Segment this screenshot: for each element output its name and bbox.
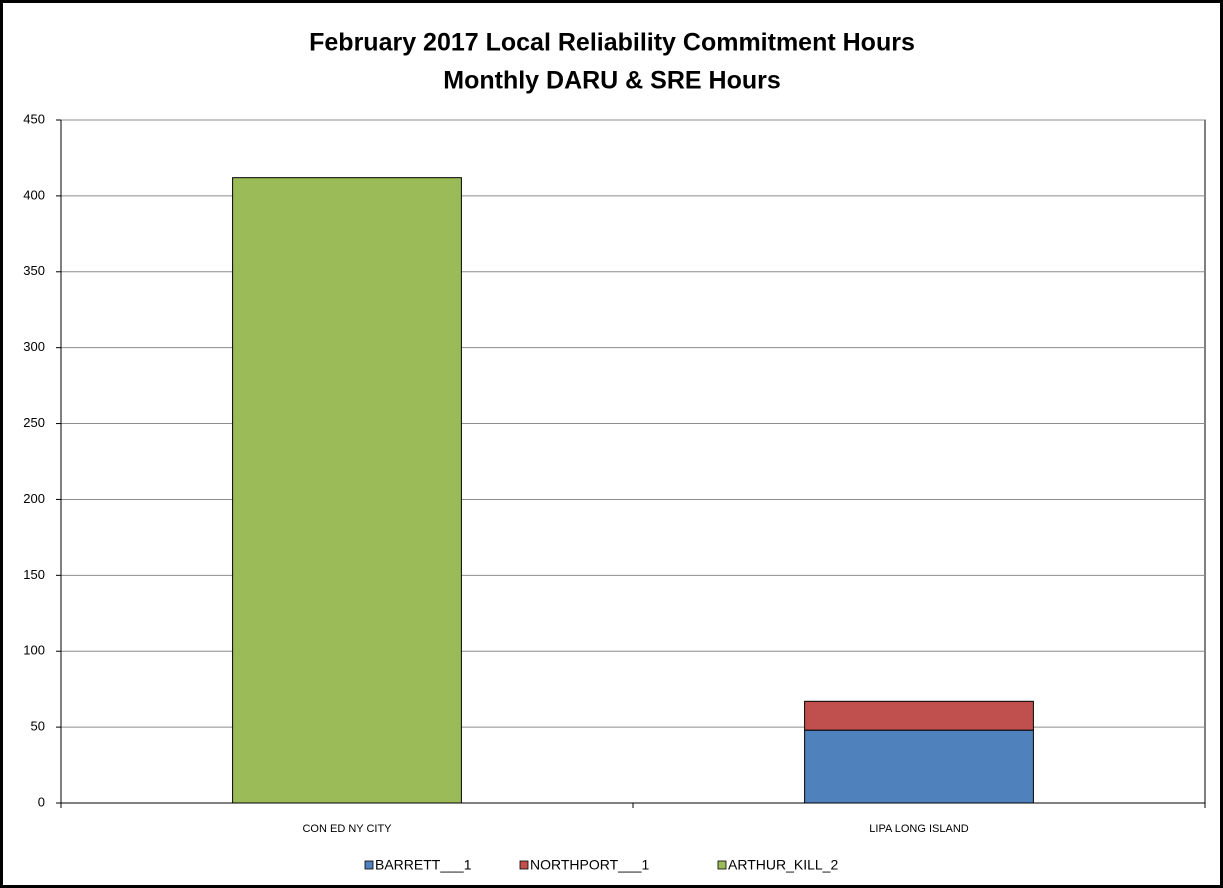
legend-label: NORTHPORT___1 — [530, 857, 650, 873]
y-tick-label: 0 — [38, 794, 45, 809]
y-tick-label: 350 — [23, 263, 45, 278]
y-tick-label: 250 — [23, 415, 45, 430]
y-tick-label: 200 — [23, 491, 45, 506]
legend-swatch — [717, 860, 727, 870]
x-tick-label: LIPA LONG ISLAND — [869, 823, 969, 835]
y-tick-label: 450 — [23, 111, 45, 126]
bar-segment — [232, 177, 462, 804]
chart-title: February 2017 Local Reliability Commitme… — [309, 29, 915, 57]
bar-segment — [804, 700, 1034, 731]
y-tick-label: 50 — [31, 719, 45, 734]
y-tick-label: 300 — [23, 339, 45, 354]
y-tick-label: 100 — [23, 643, 45, 658]
legend-swatch — [364, 860, 374, 870]
y-tick-label: 400 — [23, 187, 45, 202]
bar-segment — [804, 729, 1034, 804]
legend-swatch — [519, 860, 529, 870]
chart-subtitle: Monthly DARU & SRE Hours — [443, 67, 781, 95]
y-tick-label: 150 — [23, 567, 45, 582]
legend-label: BARRETT___1 — [375, 857, 472, 873]
x-tick-label: CON ED NY CITY — [302, 823, 392, 835]
legend-label: ARTHUR_KILL_2 — [728, 857, 838, 873]
